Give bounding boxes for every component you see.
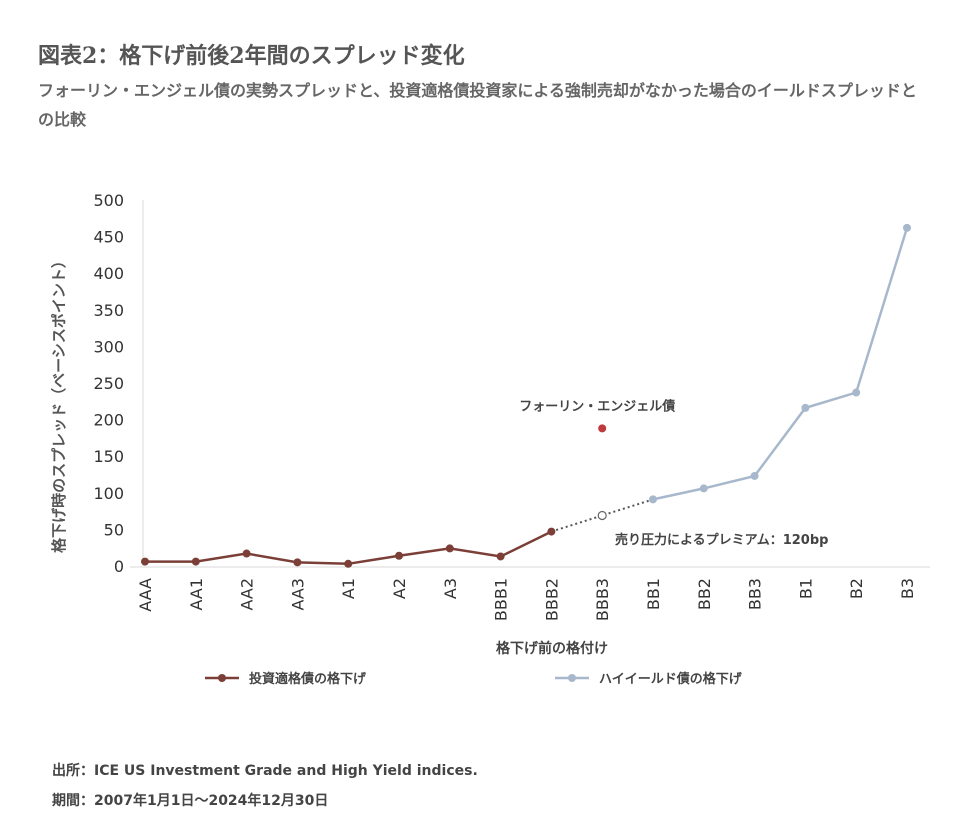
legend-label-0: 投資適格債の格下げ xyxy=(249,671,367,687)
y-tick-label: 450 xyxy=(93,228,124,247)
series-point-1 xyxy=(903,223,911,232)
y-tick-label: 150 xyxy=(93,447,124,466)
fallen-angel-point xyxy=(598,424,607,433)
x-tick-label: B2 xyxy=(847,578,866,599)
x-axis: AAA AA1 AA2 AA3 A1 A2 A3 BBB1 BBB2 BBB3 BB1 BB2 BB3 B… xyxy=(130,566,930,657)
x-tick-label: BBB3 xyxy=(593,578,612,621)
period-note: 期間：2007年1月1日～2024年12月30日 xyxy=(52,793,329,809)
fallen-angel-label: フォーリン・エンジェル債 xyxy=(519,398,675,414)
series-point-1 xyxy=(699,484,708,493)
series-point-0 xyxy=(344,559,353,568)
y-tick-label: 350 xyxy=(93,301,124,320)
chart-subtitle: フォーリン・エンジェル債の実勢スプレッドと、投資適格債投資家による強制売却がなか… xyxy=(38,81,917,129)
legend: 投資適格債の格下げ ハイイールド債の格下げ xyxy=(205,671,743,687)
x-axis-title: 格下げ前の格付け xyxy=(496,640,608,657)
y-tick-label: 100 xyxy=(93,484,124,503)
x-tick-label: BB3 xyxy=(746,578,765,610)
series-point-1 xyxy=(801,403,810,412)
series-line-0 xyxy=(145,530,552,566)
y-axis-title: 格下げ時のスプレッド（ベーシスポイント） xyxy=(50,253,68,553)
x-tick-label: B1 xyxy=(796,578,815,599)
x-tick-label: BB1 xyxy=(644,578,663,610)
premium-annotation: 売り圧力によるプレミアム：120bp xyxy=(615,532,828,548)
series-point-0 xyxy=(293,558,302,567)
series-point-0 xyxy=(242,549,251,558)
x-tick-label: BB2 xyxy=(695,578,714,610)
y-tick-label: 50 xyxy=(104,520,124,539)
series-point-1 xyxy=(852,388,861,397)
x-tick-label: A3 xyxy=(441,578,460,599)
y-axis: 0 50 100 150 200 250 300 350 400 450 500 格下げ時のスプレッド… xyxy=(50,191,144,576)
legend-label-1: ハイイールド債の格下げ xyxy=(599,671,743,687)
series-point-1 xyxy=(750,471,759,480)
x-tick-label: AA1 xyxy=(187,578,206,611)
series-line-1 xyxy=(652,227,909,501)
chart-title: 図表2：格下げ前後2年間のスプレッド変化 xyxy=(38,43,465,69)
interpolated-point xyxy=(597,510,607,521)
x-tick-label: AA3 xyxy=(288,578,307,611)
x-tick-label: AA2 xyxy=(238,578,257,611)
series-point-0 xyxy=(547,527,556,536)
y-tick-label: 200 xyxy=(93,411,124,430)
x-tick-label: AAA xyxy=(136,578,155,612)
series-point-0 xyxy=(496,552,505,561)
series-point-0 xyxy=(395,551,403,560)
x-tick-label: A2 xyxy=(390,578,409,599)
series-lines xyxy=(145,227,909,566)
series-markers xyxy=(141,223,911,568)
x-tick-label: BBB2 xyxy=(542,578,561,621)
legend-marker-0 xyxy=(218,674,226,682)
x-tick-label: BBB1 xyxy=(492,578,511,621)
x-tick-label: A1 xyxy=(339,578,358,599)
y-tick-label: 300 xyxy=(93,337,124,356)
y-tick-label: 500 xyxy=(93,191,124,210)
x-tick-label: B3 xyxy=(898,578,917,599)
source-note: 出所：ICE US Investment Grade and High Yiel… xyxy=(52,763,478,779)
series-point-1 xyxy=(649,495,657,504)
y-tick-label: 250 xyxy=(93,374,124,393)
y-tick-label: 0 xyxy=(114,557,124,576)
legend-marker-1 xyxy=(568,674,576,682)
y-tick-label: 400 xyxy=(93,264,124,283)
series-point-0 xyxy=(141,557,149,566)
series-point-0 xyxy=(191,557,200,566)
series-point-0 xyxy=(445,544,454,553)
